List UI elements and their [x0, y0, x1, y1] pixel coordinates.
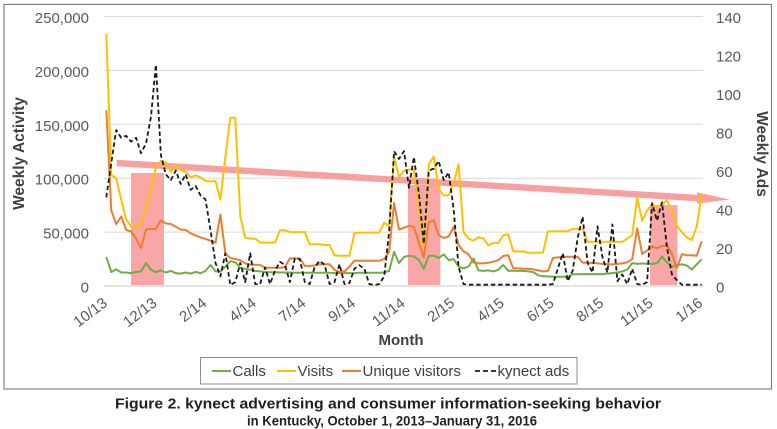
- svg-text:Unique visitors: Unique visitors: [363, 363, 461, 380]
- svg-text:0: 0: [81, 280, 89, 297]
- svg-text:Visits: Visits: [298, 363, 334, 380]
- svg-text:100,000: 100,000: [35, 172, 89, 189]
- svg-text:60: 60: [716, 164, 733, 181]
- svg-text:in Kentucky, October 1, 2013–J: in Kentucky, October 1, 2013–January 31,…: [247, 414, 537, 429]
- svg-text:Weekly Activity: Weekly Activity: [11, 97, 28, 210]
- svg-text:20: 20: [716, 241, 733, 258]
- svg-text:50,000: 50,000: [43, 226, 89, 243]
- svg-text:Figure 2. kynect advertising a: Figure 2. kynect advertising and consume…: [115, 396, 661, 413]
- svg-text:kynect ads: kynect ads: [498, 363, 570, 380]
- svg-text:120: 120: [716, 49, 741, 66]
- svg-text:140: 140: [716, 10, 741, 27]
- svg-text:Month: Month: [379, 332, 424, 349]
- svg-text:80: 80: [716, 126, 733, 143]
- svg-text:Weekly Ads: Weekly Ads: [753, 111, 770, 197]
- svg-text:40: 40: [716, 203, 733, 220]
- svg-text:250,000: 250,000: [35, 10, 89, 27]
- svg-text:200,000: 200,000: [35, 64, 89, 81]
- svg-text:150,000: 150,000: [35, 118, 89, 135]
- svg-text:Calls: Calls: [233, 363, 266, 380]
- svg-text:100: 100: [716, 87, 741, 104]
- svg-text:0: 0: [716, 280, 724, 297]
